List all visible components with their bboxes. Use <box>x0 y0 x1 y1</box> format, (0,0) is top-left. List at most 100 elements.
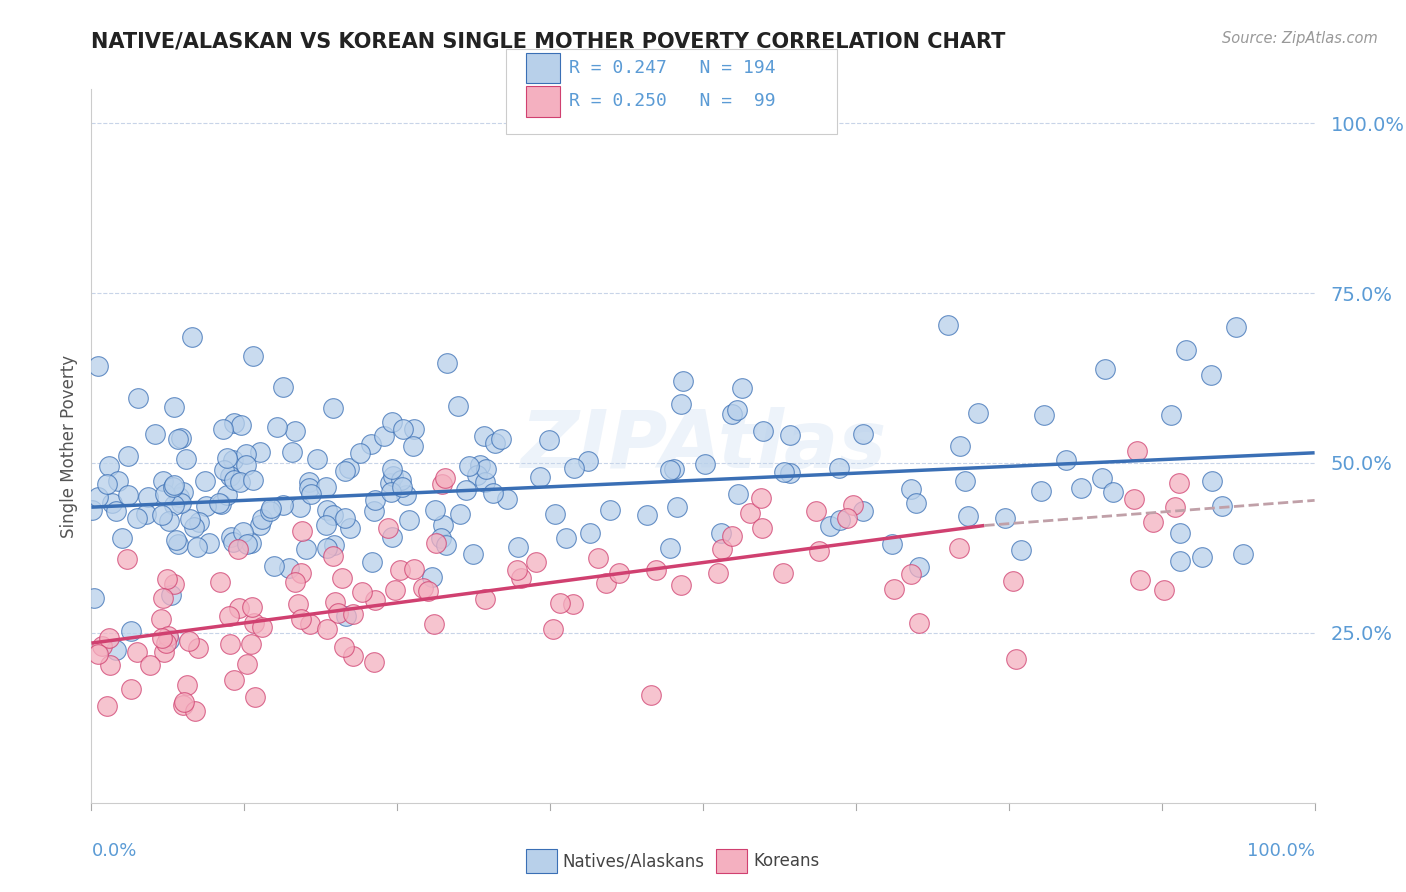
Point <box>271 498 294 512</box>
Point <box>242 600 264 615</box>
Point <box>1123 491 1146 506</box>
Point <box>1170 554 1192 568</box>
Point <box>538 433 561 447</box>
Point <box>880 537 903 551</box>
Point <box>1168 526 1191 541</box>
Point <box>820 519 842 533</box>
Point <box>152 474 174 488</box>
Point <box>219 530 242 544</box>
Point <box>235 458 257 472</box>
Point <box>321 401 343 415</box>
Point <box>467 468 489 483</box>
Point <box>107 475 129 489</box>
Point <box>242 473 264 487</box>
Point <box>163 577 186 591</box>
Point <box>752 424 775 438</box>
Text: Koreans: Koreans <box>754 852 820 871</box>
Point <box>1091 471 1114 485</box>
Point <box>240 637 263 651</box>
Point <box>430 531 453 545</box>
Point <box>104 504 127 518</box>
Point <box>900 482 922 496</box>
Point <box>1160 409 1182 423</box>
Point <box>87 490 110 504</box>
Point <box>167 490 190 504</box>
Point <box>328 606 350 620</box>
Point <box>835 511 858 525</box>
Point <box>284 424 307 438</box>
Point <box>163 499 186 513</box>
Point <box>187 640 209 655</box>
Point <box>430 476 453 491</box>
Point <box>316 541 339 555</box>
Point <box>381 530 404 544</box>
Point <box>395 488 418 502</box>
Point <box>904 496 927 510</box>
Point <box>1032 409 1054 423</box>
Point <box>1168 475 1191 490</box>
Point <box>949 439 972 453</box>
Point <box>157 629 180 643</box>
Point <box>1164 500 1187 515</box>
Point <box>665 500 688 514</box>
Point <box>157 633 180 648</box>
Point <box>363 504 385 518</box>
Point <box>474 592 496 607</box>
Point <box>184 704 207 718</box>
Point <box>98 632 121 646</box>
Point <box>595 576 617 591</box>
Point <box>335 609 357 624</box>
Point <box>284 574 307 589</box>
Text: Source: ZipAtlas.com: Source: ZipAtlas.com <box>1222 31 1378 46</box>
Point <box>749 491 772 506</box>
Point <box>398 513 420 527</box>
Point <box>509 571 531 585</box>
Point <box>389 473 412 487</box>
Point <box>586 550 609 565</box>
Point <box>214 463 236 477</box>
Point <box>287 597 309 611</box>
Point <box>1191 550 1213 565</box>
Point <box>779 467 801 481</box>
Point <box>1129 573 1152 587</box>
Point <box>183 519 205 533</box>
Point <box>322 508 344 523</box>
Point <box>235 447 257 461</box>
Point <box>305 452 328 467</box>
Point <box>436 356 458 370</box>
Point <box>401 439 423 453</box>
Point <box>360 436 382 450</box>
Point <box>83 591 105 606</box>
Point <box>229 417 252 432</box>
Point <box>288 500 311 514</box>
Point <box>609 566 631 581</box>
Point <box>363 655 385 669</box>
Point <box>162 480 184 494</box>
Point <box>219 468 242 483</box>
Point <box>1232 547 1254 561</box>
Point <box>669 577 692 591</box>
Point <box>1005 652 1028 666</box>
Point <box>967 405 990 419</box>
Point <box>150 631 173 645</box>
Point <box>381 415 404 429</box>
Point <box>908 616 931 631</box>
Point <box>751 521 773 535</box>
Point <box>579 525 602 540</box>
Point <box>252 512 274 526</box>
Point <box>249 444 271 458</box>
Point <box>155 636 177 650</box>
Point <box>266 420 288 434</box>
Point <box>167 432 190 446</box>
Point <box>1142 515 1164 529</box>
Point <box>260 500 283 515</box>
Point <box>994 510 1017 524</box>
Point <box>273 380 295 394</box>
Point <box>1153 582 1175 597</box>
Point <box>298 475 321 490</box>
Text: 0.0%: 0.0% <box>91 842 136 860</box>
Point <box>506 563 529 577</box>
Point <box>218 637 240 651</box>
Point <box>232 525 254 540</box>
Point <box>87 647 110 661</box>
